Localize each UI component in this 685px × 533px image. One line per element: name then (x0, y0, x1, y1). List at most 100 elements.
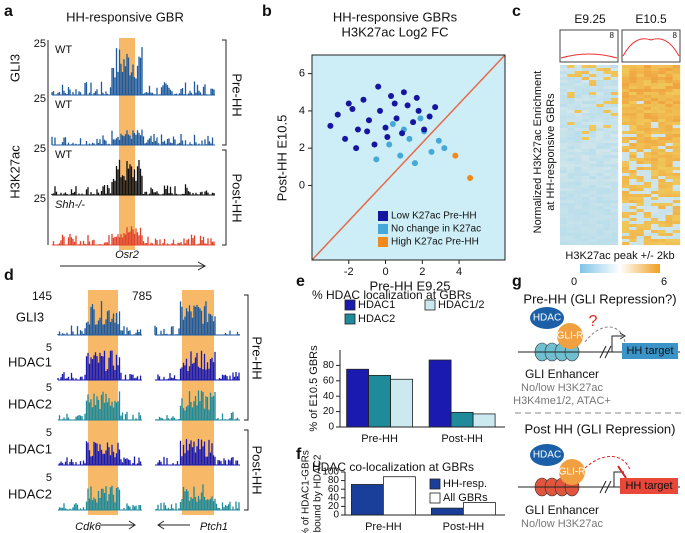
heatmap-cell (643, 215, 652, 219)
heatmap-cell (596, 167, 604, 171)
heatmap-cell (643, 74, 652, 78)
heatmap-cell (610, 200, 619, 204)
heatmap-cell (629, 101, 637, 105)
heatmap-cell (665, 173, 673, 177)
heatmap-cell (658, 110, 666, 114)
heatmap-cell (610, 224, 619, 228)
heatmap-cell (589, 236, 597, 240)
heatmap-cell (596, 125, 604, 129)
heatmap-cell (603, 107, 611, 111)
heatmap-cell (643, 143, 652, 147)
y-tick-label: 60 (328, 484, 340, 495)
heatmap-cell (665, 221, 673, 225)
heatmap-cell (651, 113, 659, 117)
chart-subtitle: H3K27ac Log2 FC (342, 24, 449, 39)
heatmap-cell (636, 173, 644, 177)
heatmap-cell (574, 107, 582, 111)
heatmap-cell (603, 227, 611, 231)
heatmap-cell (651, 86, 659, 90)
heatmap-cell (589, 119, 597, 123)
heatmap-cell (622, 116, 630, 120)
heatmap-cell (672, 89, 681, 93)
heatmap-cell (581, 242, 590, 246)
heatmap-cell (603, 200, 611, 204)
legend-label: HH-resp. (443, 478, 487, 490)
heatmap-cell (610, 164, 619, 168)
heatmap-cell (629, 173, 637, 177)
heatmap-cell (636, 215, 644, 219)
point (428, 148, 435, 155)
heatmap-cell (665, 77, 673, 81)
heatmap-cell (581, 149, 590, 153)
question-mark: ? (589, 313, 598, 330)
heatmap-cell (560, 71, 568, 75)
heatmap-cell (574, 164, 582, 168)
heatmap-cell (596, 140, 604, 144)
heatmap-cell (658, 191, 666, 195)
heatmap-cell (581, 119, 590, 123)
heatmap-cell (658, 230, 666, 234)
heatmap-cell (567, 173, 575, 177)
heatmap-cell (581, 221, 590, 225)
heatmap-cell (589, 224, 597, 228)
heatmap-cell (574, 89, 582, 93)
heatmap-cell (589, 74, 597, 78)
heatmap-cell (589, 143, 597, 147)
heatmap-cell (622, 95, 630, 99)
legend-label: HDAC2 (358, 313, 395, 325)
heatmap-cell (567, 113, 575, 117)
legend-swatch (429, 478, 441, 490)
scale-label: 25 (34, 93, 46, 105)
point (354, 126, 361, 133)
heatmap-cell (643, 167, 652, 171)
heatmap-cell (567, 119, 575, 123)
heatmap-cell (610, 167, 619, 171)
point (435, 137, 442, 144)
chart-title: % HDAC localization at GBRs (312, 288, 471, 302)
heatmap-cell (603, 80, 611, 84)
heatmap-cell (567, 224, 575, 228)
heatmap-cell (567, 110, 575, 114)
heatmap-cell (581, 224, 590, 228)
heatmap-cell (672, 137, 681, 141)
heatmap-cell (589, 71, 597, 75)
heatmap-cell (603, 95, 611, 99)
heatmap-cell (596, 182, 604, 186)
heatmap-cell (636, 149, 644, 153)
track-label: WT (55, 44, 72, 56)
heatmap-cell (589, 110, 597, 114)
heatmap-cell (560, 230, 568, 234)
heatmap-cell (629, 113, 637, 117)
heatmap-cell (636, 107, 644, 111)
heatmap-cell (560, 77, 568, 81)
heatmap-cell (567, 188, 575, 192)
heatmap-cell (560, 107, 568, 111)
legend-swatch (378, 237, 388, 247)
heatmap-cell (596, 101, 604, 105)
axis-title: bound by HDAC2 (313, 454, 324, 532)
heatmap-cell (603, 242, 611, 246)
heatmap-cell (643, 113, 652, 117)
heatmap-cell (672, 131, 681, 135)
heatmap-cell (672, 140, 681, 144)
heatmap-cell (629, 137, 637, 141)
heatmap-cell (610, 215, 619, 219)
heatmap-cell (643, 119, 652, 123)
heatmap-cell (629, 164, 637, 168)
heatmap-cell (658, 197, 666, 201)
panel-label: a (4, 3, 13, 20)
heatmap-cell (603, 86, 611, 90)
decor (47, 29, 681, 530)
heatmap-cell (622, 65, 630, 69)
heatmap-cell (658, 158, 666, 162)
heatmap-cell (672, 179, 681, 183)
heatmap-cell (629, 116, 637, 120)
heatmap-cell (581, 68, 590, 72)
point (377, 107, 384, 114)
heatmap-cell (603, 137, 611, 141)
heatmap-cell (643, 170, 652, 174)
heatmap-cell (629, 167, 637, 171)
heatmap-cell (672, 113, 681, 117)
heatmap-cell (567, 227, 575, 231)
heatmap-cell (658, 212, 666, 216)
